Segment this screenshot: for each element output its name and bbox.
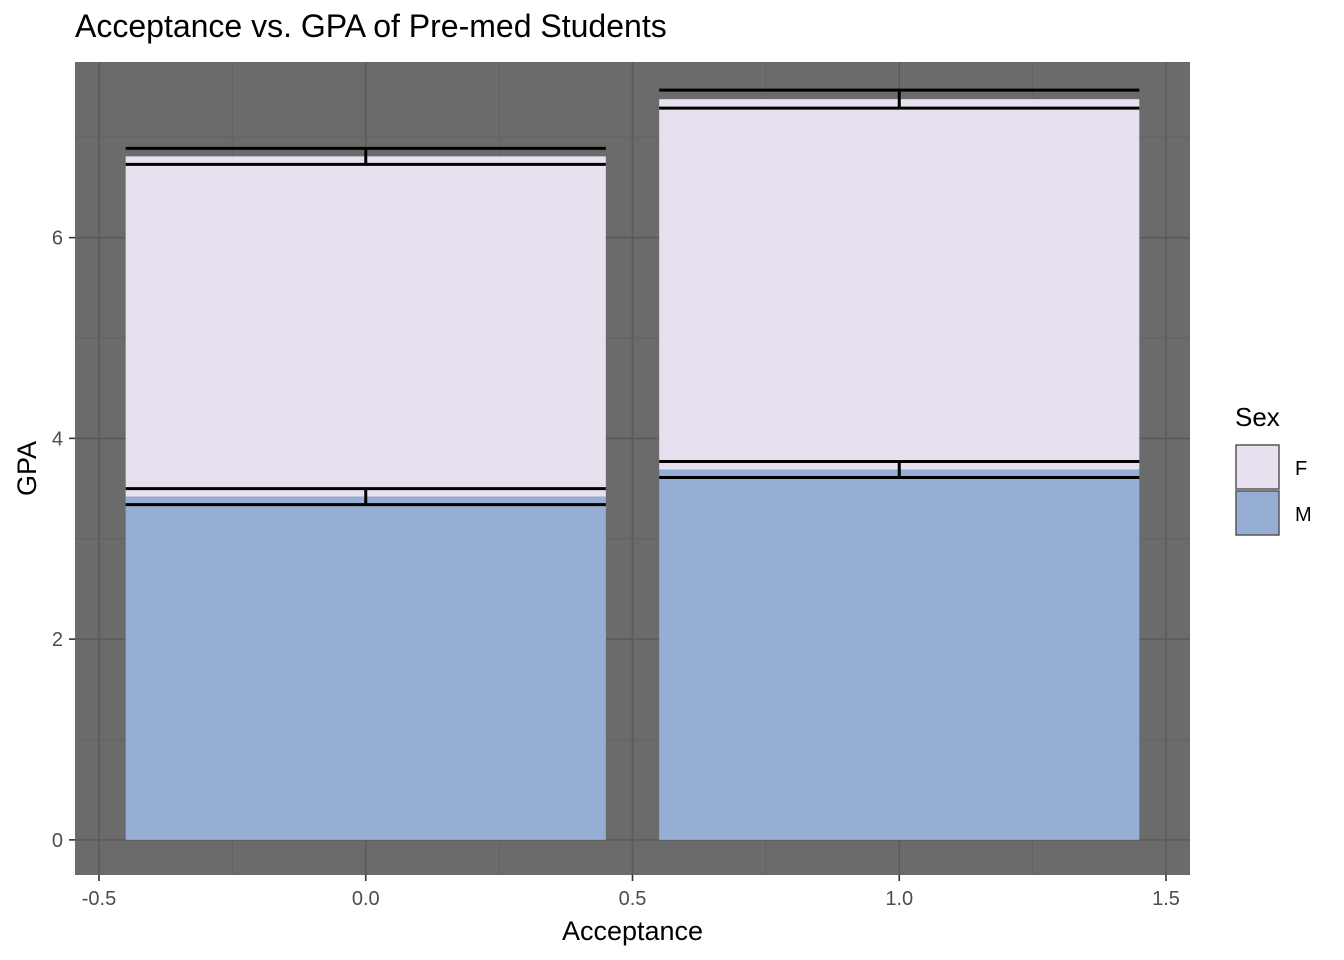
x-tick-label: 0.5 bbox=[619, 888, 647, 910]
x-tick-label: -0.5 bbox=[82, 888, 116, 910]
y-tick-label: 2 bbox=[52, 629, 63, 651]
bar-f-0 bbox=[125, 156, 606, 497]
legend-key-m bbox=[1235, 490, 1280, 536]
y-tick-label: 0 bbox=[52, 830, 63, 852]
x-tick-label: 1.0 bbox=[885, 888, 913, 910]
y-tick-label: 6 bbox=[52, 228, 63, 250]
x-tick-label: 1.5 bbox=[1152, 888, 1180, 910]
bar-m-0 bbox=[125, 496, 606, 840]
legend-label-m: M bbox=[1295, 504, 1312, 526]
legend: Sex F M bbox=[1235, 402, 1312, 536]
bar-m-1 bbox=[659, 469, 1140, 840]
y-tick-label: 4 bbox=[52, 428, 63, 450]
chart-title: Acceptance vs. GPA of Pre-med Students bbox=[75, 8, 667, 44]
x-tick-label: 0.0 bbox=[352, 888, 380, 910]
x-axis-title: Acceptance bbox=[562, 916, 703, 946]
errorbars-layer bbox=[125, 88, 1140, 507]
x-axis-ticks: -0.5 0.0 0.5 1.0 1.5 bbox=[82, 875, 1180, 910]
legend-label-f: F bbox=[1295, 458, 1307, 480]
legend-title: Sex bbox=[1235, 402, 1280, 432]
bars-layer bbox=[125, 99, 1140, 840]
bar-f-1 bbox=[659, 99, 1140, 470]
legend-key-f bbox=[1235, 444, 1280, 490]
y-axis-ticks: 0 2 4 6 bbox=[52, 228, 75, 852]
y-axis-title: GPA bbox=[12, 441, 42, 496]
